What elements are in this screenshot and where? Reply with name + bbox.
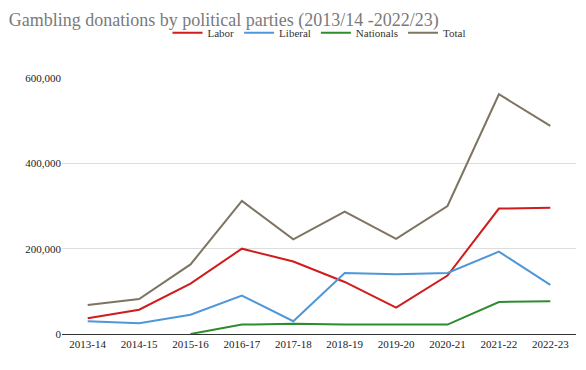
svg-text:2018-19: 2018-19 <box>326 338 363 350</box>
svg-text:2022-23: 2022-23 <box>532 338 569 350</box>
svg-text:600,000: 600,000 <box>25 72 61 84</box>
svg-text:Liberal: Liberal <box>279 27 311 39</box>
svg-text:200,000: 200,000 <box>25 243 61 255</box>
svg-text:Total: Total <box>443 27 465 39</box>
svg-text:2013-14: 2013-14 <box>69 338 106 350</box>
svg-text:2019-20: 2019-20 <box>378 338 415 350</box>
svg-text:Nationals: Nationals <box>356 27 398 39</box>
svg-text:0: 0 <box>56 328 62 340</box>
svg-text:2014-15: 2014-15 <box>121 338 158 350</box>
svg-text:Gambling donations by politica: Gambling donations by political parties … <box>9 10 439 31</box>
svg-text:2020-21: 2020-21 <box>429 338 466 350</box>
svg-text:2015-16: 2015-16 <box>172 338 209 350</box>
svg-text:Labor: Labor <box>208 27 235 39</box>
svg-text:400,000: 400,000 <box>25 157 61 169</box>
svg-text:2017-18: 2017-18 <box>275 338 312 350</box>
svg-text:2021-22: 2021-22 <box>481 338 518 350</box>
svg-text:2016-17: 2016-17 <box>224 338 261 350</box>
